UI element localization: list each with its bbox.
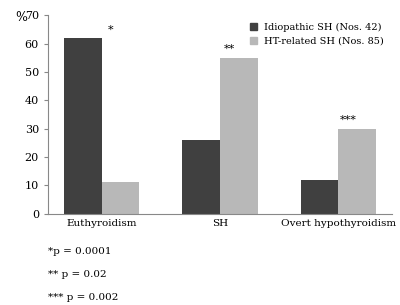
Bar	[182, 140, 220, 214]
Text: **: **	[224, 44, 235, 54]
Legend: Idiopathic SH (Nos. 42), HT-related SH (Nos. 85): Idiopathic SH (Nos. 42), HT-related SH (…	[247, 20, 387, 49]
Text: *** p = 0.002: *** p = 0.002	[48, 293, 118, 302]
Bar	[102, 182, 140, 213]
Text: ***: ***	[340, 115, 356, 125]
Bar	[300, 180, 338, 213]
Bar	[64, 38, 102, 213]
Bar	[220, 58, 258, 213]
Y-axis label: %: %	[15, 11, 27, 24]
Text: *p = 0.0001: *p = 0.0001	[48, 247, 112, 256]
Text: ** p = 0.02: ** p = 0.02	[48, 270, 107, 279]
Text: *: *	[108, 24, 114, 34]
Bar	[338, 128, 376, 214]
